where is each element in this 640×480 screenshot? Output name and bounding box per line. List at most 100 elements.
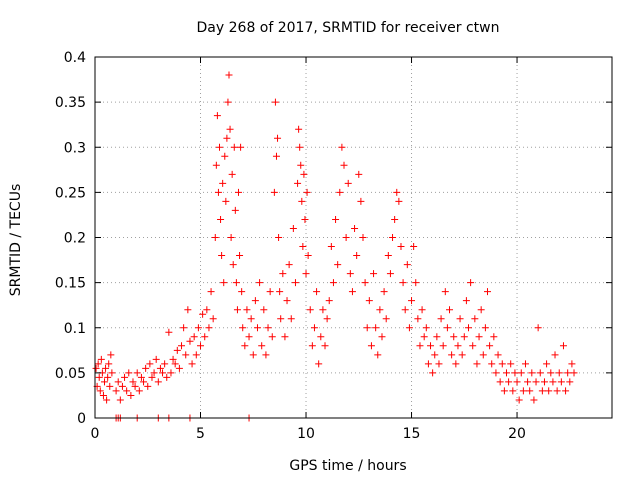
y-tick-label: 0.15 bbox=[55, 276, 86, 292]
y-axis: 0 0.05 0.1 0.15 0.2 0.25 0.3 0.35 0.4 bbox=[55, 50, 612, 427]
data-point bbox=[315, 360, 323, 368]
data-point bbox=[222, 197, 230, 205]
data-point bbox=[266, 288, 274, 296]
y-tick-label: 0.3 bbox=[64, 140, 86, 156]
data-point bbox=[545, 387, 553, 395]
data-point bbox=[452, 360, 460, 368]
data-point bbox=[291, 279, 299, 287]
data-point bbox=[298, 197, 306, 205]
data-point bbox=[243, 306, 251, 314]
data-point bbox=[297, 161, 305, 169]
data-point bbox=[553, 387, 561, 395]
data-point bbox=[433, 333, 441, 341]
data-point bbox=[102, 364, 110, 372]
data-point bbox=[370, 270, 378, 278]
data-point bbox=[412, 279, 420, 287]
data-point bbox=[213, 112, 221, 120]
data-point bbox=[494, 351, 502, 359]
data-point bbox=[184, 306, 192, 314]
data-point bbox=[283, 297, 291, 305]
data-point bbox=[227, 234, 235, 241]
data-point bbox=[393, 188, 401, 196]
data-point bbox=[334, 261, 342, 269]
data-point bbox=[289, 224, 297, 232]
data-point bbox=[403, 261, 411, 269]
x-axis-label: GPS time / hours bbox=[289, 458, 406, 474]
data-point bbox=[450, 333, 458, 341]
data-point bbox=[121, 373, 129, 381]
data-point bbox=[448, 351, 456, 359]
data-point bbox=[285, 261, 293, 269]
data-point bbox=[549, 378, 557, 386]
data-point bbox=[135, 387, 143, 395]
data-point bbox=[458, 351, 466, 359]
data-point bbox=[391, 215, 399, 223]
data-point bbox=[547, 369, 555, 377]
data-point bbox=[107, 351, 115, 359]
data-point bbox=[386, 270, 394, 278]
data-point bbox=[104, 373, 112, 381]
data-point bbox=[223, 134, 231, 142]
x-tick-label: 15 bbox=[403, 426, 421, 442]
data-point bbox=[382, 315, 390, 323]
data-point bbox=[281, 333, 289, 341]
data-point bbox=[483, 288, 491, 296]
data-point bbox=[454, 342, 462, 350]
data-point bbox=[268, 333, 276, 341]
data-point bbox=[264, 324, 272, 332]
data-point bbox=[327, 243, 335, 251]
data-point bbox=[441, 288, 449, 296]
data-point bbox=[534, 324, 542, 332]
data-point bbox=[165, 328, 173, 336]
data-point bbox=[513, 378, 521, 386]
data-point bbox=[274, 134, 282, 142]
data-point bbox=[258, 342, 266, 350]
data-point bbox=[300, 170, 308, 178]
data-point bbox=[431, 351, 439, 359]
data-point bbox=[156, 364, 164, 372]
data-point bbox=[211, 234, 219, 241]
data-point bbox=[237, 143, 245, 151]
data-point bbox=[502, 369, 510, 377]
data-point bbox=[414, 315, 422, 323]
data-point bbox=[559, 342, 567, 350]
data-point bbox=[481, 324, 489, 332]
data-point bbox=[359, 234, 367, 241]
data-point bbox=[92, 364, 100, 372]
data-point bbox=[509, 387, 517, 395]
data-point bbox=[167, 369, 175, 377]
data-point bbox=[226, 125, 234, 133]
data-point bbox=[207, 288, 215, 296]
data-points bbox=[92, 71, 578, 422]
data-point bbox=[511, 369, 519, 377]
data-point bbox=[479, 351, 487, 359]
data-point bbox=[125, 369, 133, 377]
data-point bbox=[131, 382, 139, 390]
data-point bbox=[351, 224, 359, 232]
data-point bbox=[294, 179, 302, 187]
data-point bbox=[232, 279, 240, 287]
data-point bbox=[105, 360, 113, 368]
data-point bbox=[348, 288, 356, 296]
data-point bbox=[127, 391, 135, 399]
data-point bbox=[214, 188, 222, 196]
data-point bbox=[498, 360, 506, 368]
data-point bbox=[524, 378, 532, 386]
data-point bbox=[467, 279, 475, 287]
data-point bbox=[116, 396, 124, 404]
data-point bbox=[353, 252, 361, 260]
data-point bbox=[303, 188, 311, 196]
data-point bbox=[275, 234, 283, 241]
data-point bbox=[308, 342, 316, 350]
data-point bbox=[397, 243, 405, 251]
data-point bbox=[321, 342, 329, 350]
data-point bbox=[233, 306, 241, 314]
data-point bbox=[492, 369, 500, 377]
data-point bbox=[410, 243, 418, 251]
data-point bbox=[238, 288, 246, 296]
y-tick-label: 0.4 bbox=[64, 50, 86, 66]
data-point bbox=[374, 351, 382, 359]
data-point bbox=[287, 315, 295, 323]
data-point bbox=[247, 315, 255, 323]
